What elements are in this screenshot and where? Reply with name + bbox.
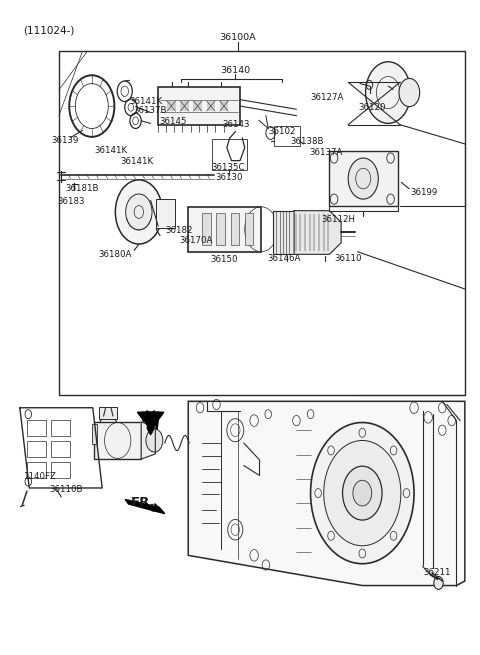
- Bar: [188, 207, 261, 252]
- Text: 36143: 36143: [222, 120, 250, 129]
- Text: 36139: 36139: [51, 136, 79, 145]
- Polygon shape: [294, 211, 341, 254]
- Text: 36137B: 36137B: [133, 106, 167, 115]
- Bar: [156, 199, 175, 228]
- Text: 36182: 36182: [166, 226, 193, 235]
- Bar: [51, 420, 70, 436]
- Text: 36102: 36102: [269, 127, 296, 136]
- Text: 36110B: 36110B: [49, 485, 83, 494]
- Bar: [203, 214, 211, 246]
- Text: 36138B: 36138B: [290, 138, 324, 147]
- Text: 36127A: 36127A: [310, 93, 344, 102]
- Circle shape: [126, 194, 152, 230]
- Text: 36146A: 36146A: [268, 253, 301, 263]
- Circle shape: [115, 180, 162, 244]
- Text: 36199: 36199: [410, 188, 438, 197]
- Circle shape: [348, 158, 378, 199]
- Bar: [212, 140, 247, 170]
- Bar: [27, 462, 46, 478]
- Circle shape: [311, 422, 414, 564]
- Bar: [27, 441, 46, 457]
- Bar: [99, 407, 117, 419]
- Circle shape: [158, 203, 171, 221]
- Text: 1140FZ: 1140FZ: [23, 472, 56, 481]
- Circle shape: [343, 466, 382, 520]
- Circle shape: [399, 79, 420, 107]
- Text: 36181B: 36181B: [65, 184, 98, 193]
- Bar: [274, 126, 300, 147]
- Text: 36141K: 36141K: [120, 157, 153, 166]
- Text: 36141K: 36141K: [94, 146, 127, 155]
- Bar: [157, 87, 240, 125]
- Text: 36110: 36110: [334, 253, 361, 263]
- Text: 36120: 36120: [359, 103, 386, 112]
- Text: 36211: 36211: [423, 568, 451, 577]
- Text: 36145: 36145: [160, 117, 187, 126]
- Bar: [51, 441, 70, 457]
- Text: 36140: 36140: [220, 66, 251, 75]
- Text: 36130: 36130: [216, 174, 243, 183]
- Bar: [245, 214, 253, 246]
- Text: 36112H: 36112H: [322, 215, 356, 224]
- Bar: [59, 52, 465, 395]
- Polygon shape: [125, 500, 165, 514]
- Circle shape: [98, 416, 119, 444]
- Bar: [216, 214, 225, 246]
- Polygon shape: [188, 402, 465, 586]
- Bar: [92, 424, 97, 444]
- Text: (111024-): (111024-): [24, 26, 75, 36]
- Circle shape: [434, 576, 443, 590]
- Text: 36180A: 36180A: [98, 250, 132, 259]
- Circle shape: [366, 62, 411, 123]
- Circle shape: [353, 480, 372, 506]
- Bar: [273, 211, 294, 254]
- Text: 36137A: 36137A: [310, 148, 343, 157]
- Polygon shape: [137, 412, 164, 430]
- Circle shape: [324, 440, 401, 546]
- Text: 36150: 36150: [210, 255, 238, 264]
- Text: 36100A: 36100A: [219, 33, 256, 42]
- Polygon shape: [142, 412, 159, 437]
- Text: 36183: 36183: [57, 196, 84, 206]
- Circle shape: [146, 429, 163, 452]
- Text: FR.: FR.: [131, 496, 156, 508]
- Text: 36135C: 36135C: [212, 163, 245, 172]
- Text: 36170A: 36170A: [180, 236, 213, 246]
- Bar: [51, 462, 70, 478]
- Bar: [27, 420, 46, 436]
- Text: 36141K: 36141K: [130, 97, 163, 106]
- Polygon shape: [141, 422, 156, 459]
- Bar: [94, 422, 141, 459]
- Bar: [329, 151, 397, 206]
- Bar: [230, 214, 239, 246]
